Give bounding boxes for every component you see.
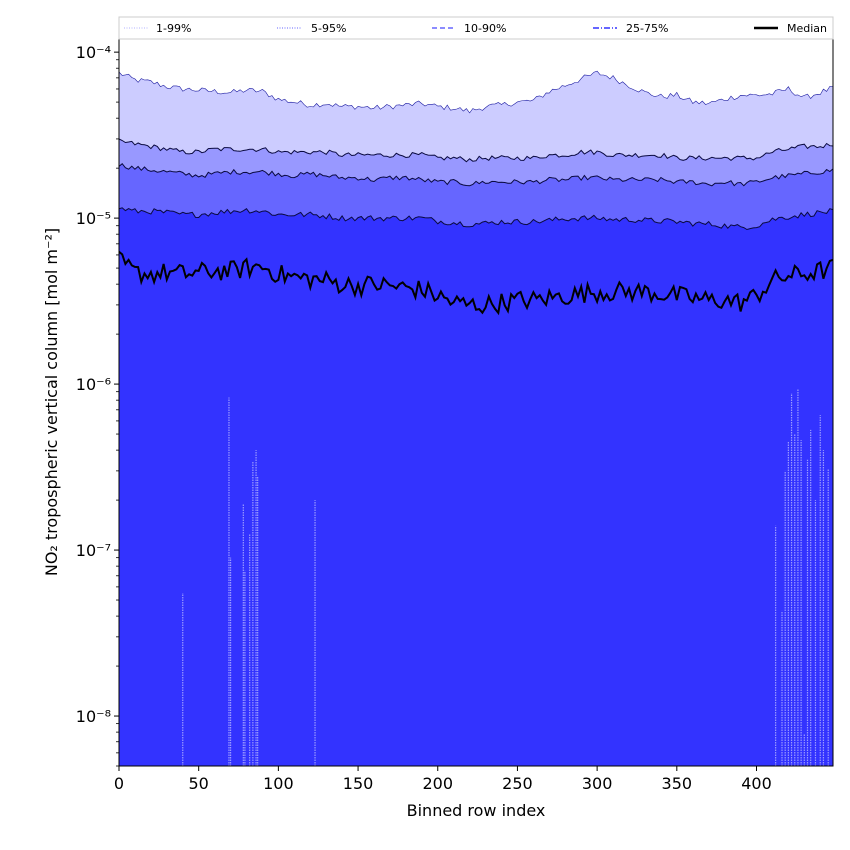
band-5-95-edge	[119, 138, 833, 163]
percentile-bands	[119, 70, 833, 766]
x-tick-label: 50	[189, 774, 209, 793]
y-tick-label: 10⁻⁵	[76, 209, 111, 228]
band-25-75-fill	[119, 207, 833, 766]
legend: 1-99% 5-95% 10-90% 25-75% Median	[118, 16, 834, 40]
x-tick-label: 350	[662, 774, 693, 793]
x-tick-label: 200	[422, 774, 453, 793]
x-axis: 0 50 100 150 200 250 300 350 400	[114, 766, 772, 793]
legend-label: Median	[787, 22, 827, 35]
x-tick-label: 150	[343, 774, 374, 793]
low-value-spikes	[182, 388, 829, 766]
median-line	[119, 251, 833, 316]
x-tick-label: 100	[263, 774, 294, 793]
band-25-75-edge	[119, 207, 833, 231]
x-tick-label: 250	[502, 774, 533, 793]
x-tick-label: 300	[582, 774, 613, 793]
x-tick-label: 0	[114, 774, 124, 793]
y-tick-label: 10⁻⁸	[76, 707, 111, 726]
y-tick-label: 10⁻⁴	[76, 43, 111, 62]
band-1-99-edge	[119, 70, 833, 114]
legend-label: 25-75%	[626, 22, 668, 35]
y-axis: 10⁻⁸ 10⁻⁷ 10⁻⁶ 10⁻⁵ 10⁻⁴	[76, 43, 119, 767]
y-tick-label: 10⁻⁷	[76, 541, 111, 560]
legend-box	[118, 16, 834, 40]
median-line-group	[119, 251, 833, 316]
y-tick-label: 10⁻⁶	[76, 375, 111, 394]
x-tick-label: 400	[741, 774, 772, 793]
y-axis-label: NO₂ tropospheric vertical column [mol m⁻…	[42, 228, 61, 576]
legend-label: 10-90%	[464, 22, 506, 35]
legend-label: 1-99%	[156, 22, 191, 35]
legend-label: 5-95%	[311, 22, 346, 35]
x-axis-label: Binned row index	[407, 801, 546, 820]
band-10-90-edge	[119, 162, 833, 187]
